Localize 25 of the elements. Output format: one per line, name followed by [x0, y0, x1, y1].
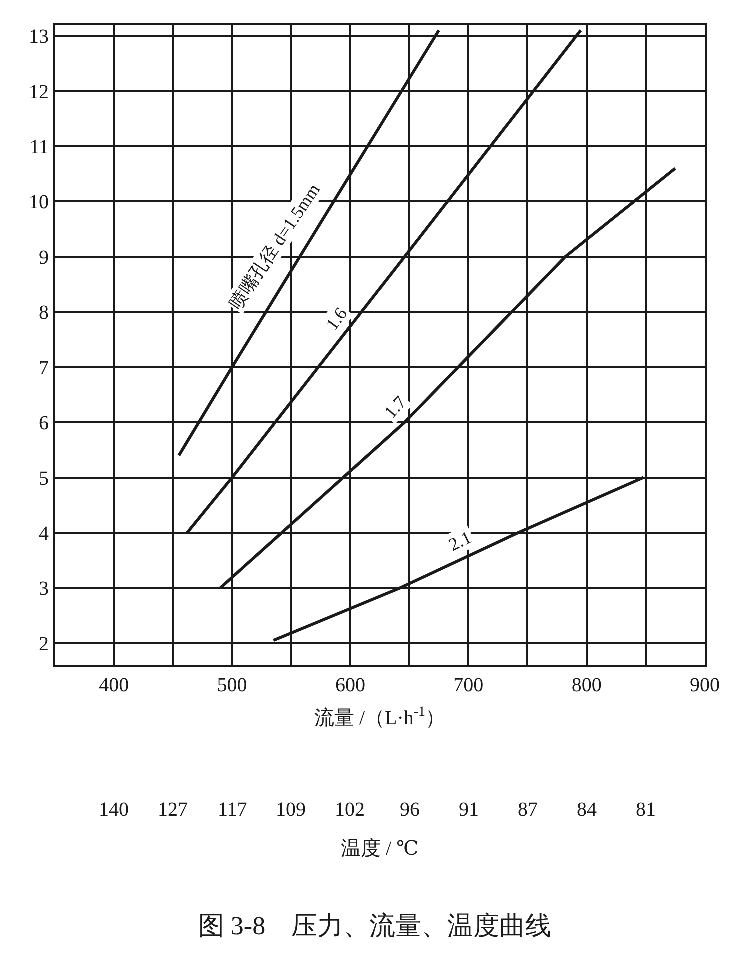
x-tick-label: 700	[454, 674, 484, 696]
y-tick-label: 4	[39, 522, 49, 545]
x-axis-title: 流量 /（L·h$^{-1}$）	[314, 705, 446, 730]
annotation: 1.7	[380, 392, 410, 422]
annotation: 1.6	[322, 304, 352, 334]
y-tick-label: 6	[39, 412, 49, 435]
y-tick-label: 2	[39, 633, 49, 656]
x-tick-label: 800	[572, 674, 602, 696]
y-tick-label: 9	[39, 246, 49, 269]
y-tick-label: 13	[29, 26, 49, 48]
y-tick-label: 5	[39, 468, 49, 490]
annotation: 2.1	[446, 527, 475, 556]
y-tick-label: 12	[29, 81, 49, 104]
y-tick-label: 11	[30, 136, 49, 158]
y-tick-label: 10	[29, 192, 49, 214]
x-tick-label: 900	[690, 674, 720, 696]
text: 图 3-8 压力、流量、温度曲线	[198, 912, 552, 941]
y-tick-label: 8	[39, 302, 49, 324]
x-tick-label: 500	[217, 674, 248, 696]
x-tick-label: 400	[99, 674, 130, 696]
y-tick-label: 3	[39, 578, 49, 600]
y-tick-label: 7	[39, 357, 49, 380]
text: 温度 / ℃	[341, 838, 419, 860]
x-tick-label: 600	[335, 674, 366, 696]
text: 140 127 117 109 102 96 91 87 84 81	[99, 799, 656, 821]
